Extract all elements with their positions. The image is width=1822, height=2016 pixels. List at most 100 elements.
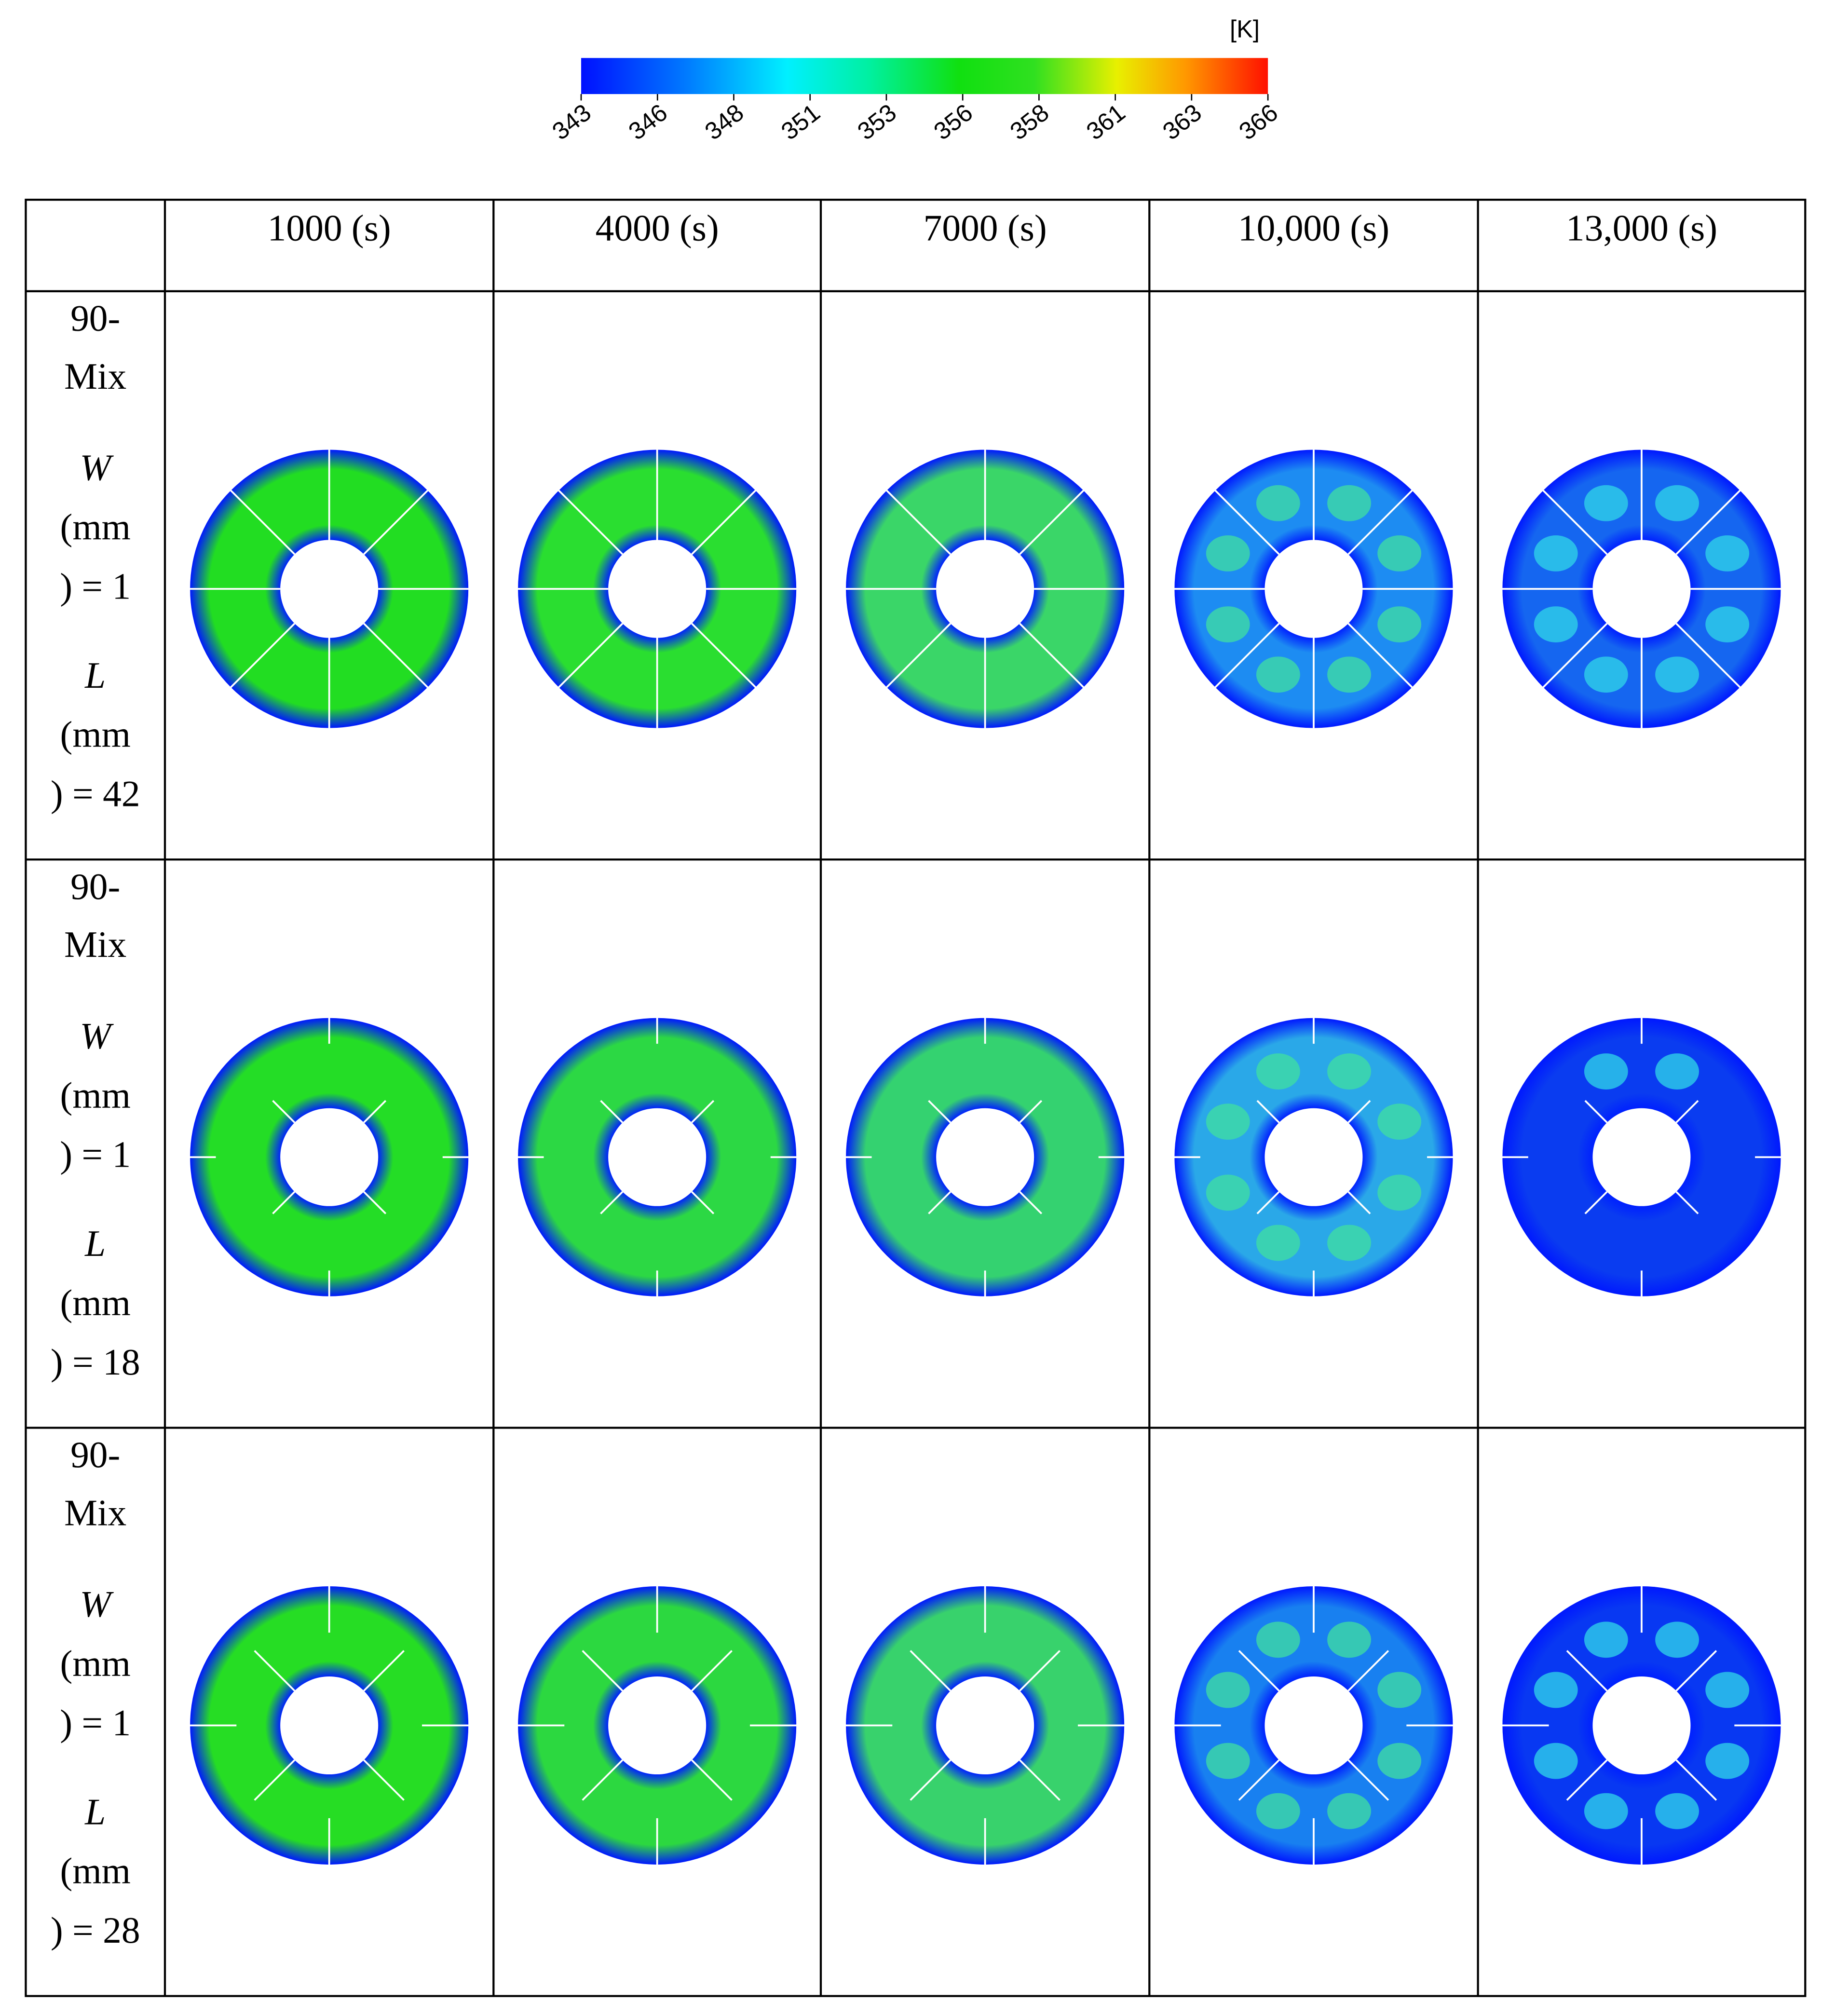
table: 1000 (s) 4000 (s) 7000 (s) 10,000 (s) 13,000… bbox=[25, 198, 1807, 1997]
contour-spot bbox=[1327, 1225, 1371, 1261]
contour-spot bbox=[1534, 606, 1578, 643]
contour-hole bbox=[936, 1676, 1034, 1775]
fin bbox=[363, 1650, 405, 1692]
fin bbox=[910, 1650, 952, 1692]
fin bbox=[582, 1759, 624, 1801]
fin bbox=[1019, 1650, 1061, 1692]
contour-spot bbox=[1327, 1053, 1371, 1090]
row-label: (mm bbox=[60, 1850, 131, 1892]
fin bbox=[1019, 1191, 1043, 1214]
row-label: (mm bbox=[60, 1282, 131, 1323]
contour-plot bbox=[515, 1015, 799, 1299]
column-header: 7000 (s) bbox=[924, 207, 1047, 249]
contour-hole bbox=[1592, 540, 1691, 638]
colorbar-tick-label: 366 bbox=[1234, 98, 1283, 145]
contour-hole bbox=[608, 1676, 707, 1775]
contour-spot bbox=[1327, 1793, 1371, 1829]
colorbar-tick-label: 358 bbox=[1005, 98, 1054, 145]
fin bbox=[1256, 1100, 1280, 1123]
contour-spot bbox=[1206, 535, 1250, 572]
contour-spot bbox=[1534, 1672, 1578, 1708]
contour-spot bbox=[1655, 1621, 1699, 1658]
contour-spot bbox=[1206, 606, 1250, 643]
fin bbox=[1019, 623, 1086, 690]
fin bbox=[363, 1191, 387, 1214]
contour-plot bbox=[843, 1015, 1127, 1299]
fin bbox=[1019, 1759, 1061, 1801]
fin bbox=[1675, 1191, 1699, 1214]
fin bbox=[1347, 1100, 1371, 1123]
contour-spot bbox=[1206, 1174, 1250, 1211]
contour-plot bbox=[187, 447, 471, 731]
fin bbox=[272, 1191, 296, 1214]
contour-spot bbox=[1584, 1053, 1628, 1090]
contour-plot bbox=[515, 1583, 799, 1867]
fin bbox=[691, 1191, 715, 1214]
contour-spot bbox=[1705, 606, 1750, 643]
contour-spot bbox=[1256, 1053, 1300, 1090]
row-label: ) = 1 bbox=[60, 1702, 131, 1744]
contour-spot bbox=[1534, 535, 1578, 572]
contour-spot bbox=[1584, 656, 1628, 693]
contour-spot bbox=[1256, 1793, 1300, 1829]
row-label: W bbox=[80, 447, 114, 489]
row-label: (mm bbox=[60, 1075, 131, 1116]
contour-spot bbox=[1256, 485, 1300, 521]
fin bbox=[1347, 488, 1415, 555]
contour-plot bbox=[843, 1583, 1127, 1867]
contour-spot bbox=[1256, 1225, 1300, 1261]
contour-spot bbox=[1655, 1053, 1699, 1090]
contour-plot bbox=[187, 1583, 471, 1867]
contour-spot bbox=[1256, 1621, 1300, 1658]
contour-spot bbox=[1377, 606, 1422, 643]
fin bbox=[1584, 1100, 1608, 1123]
colorbar-tick-label: 356 bbox=[928, 98, 978, 145]
contour-spot bbox=[1584, 1793, 1628, 1829]
fin bbox=[582, 1650, 624, 1692]
fin bbox=[1675, 623, 1743, 690]
row-label: Mix bbox=[64, 355, 126, 397]
fin bbox=[228, 623, 296, 690]
row-label: ) = 1 bbox=[60, 565, 131, 607]
table-border bbox=[25, 198, 1807, 1997]
fin bbox=[691, 1650, 733, 1692]
contour-spot bbox=[1655, 485, 1699, 521]
contour-hole bbox=[1265, 1676, 1363, 1775]
fin bbox=[1212, 623, 1280, 690]
contour-spot bbox=[1377, 1174, 1422, 1211]
fin bbox=[363, 1100, 387, 1123]
contour-hole bbox=[936, 1108, 1034, 1206]
contour-spot bbox=[1327, 656, 1371, 693]
fin bbox=[272, 1100, 296, 1123]
contour-spot bbox=[1584, 1621, 1628, 1658]
contour-hole bbox=[608, 1108, 707, 1206]
contour-plot bbox=[1172, 1015, 1455, 1299]
colorbar-tick-label: 353 bbox=[852, 98, 901, 145]
colorbar-tick-label: 348 bbox=[700, 98, 749, 145]
colorbar bbox=[581, 58, 1268, 95]
contour-spot bbox=[1534, 1743, 1578, 1779]
fin bbox=[556, 488, 624, 555]
row-label: L bbox=[84, 1223, 106, 1264]
fin bbox=[1675, 488, 1743, 555]
column-header: 4000 (s) bbox=[596, 207, 719, 249]
fin bbox=[254, 1759, 296, 1801]
row-label: ) = 28 bbox=[51, 1909, 140, 1951]
contour-plot bbox=[843, 447, 1127, 731]
contour-hole bbox=[280, 1108, 379, 1206]
row-label: Mix bbox=[64, 1492, 126, 1533]
fin bbox=[1540, 488, 1608, 555]
colorbar-tick-label: 361 bbox=[1081, 98, 1130, 145]
fin bbox=[1675, 1650, 1717, 1692]
row-label: 90- bbox=[70, 1434, 120, 1475]
contour-hole bbox=[1592, 1108, 1691, 1206]
contour-hole bbox=[1265, 540, 1363, 638]
fin bbox=[691, 488, 758, 555]
fin bbox=[884, 488, 952, 555]
contour-hole bbox=[936, 540, 1034, 638]
contour-spot bbox=[1206, 1103, 1250, 1140]
fin bbox=[928, 1100, 952, 1123]
contour-spot bbox=[1206, 1743, 1250, 1779]
fin bbox=[1256, 1191, 1280, 1214]
